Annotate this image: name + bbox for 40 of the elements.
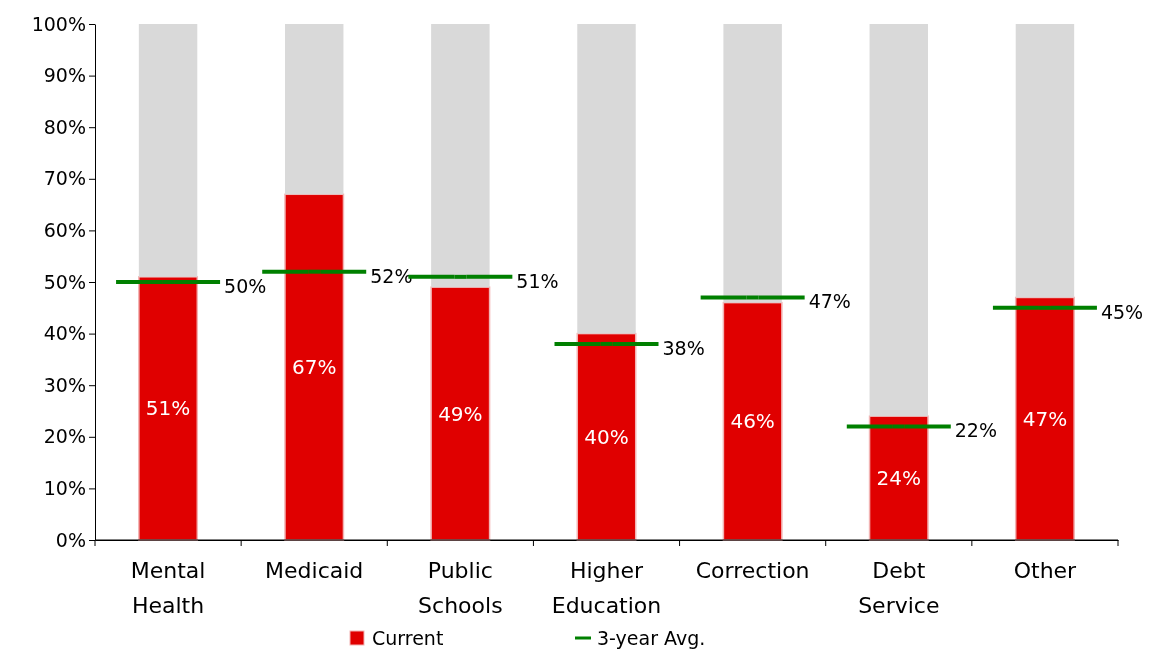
bar — [284, 24, 344, 195]
y-tick-label: 100% — [31, 12, 86, 35]
bar — [430, 286, 491, 541]
x-tick-label: Medicaid — [265, 558, 364, 583]
y-tick-label: 60% — [43, 218, 86, 241]
legend-label: 3-year Avg. — [597, 627, 706, 649]
y-tick-label: 90% — [43, 64, 86, 87]
y-tick-label: 30% — [43, 373, 86, 396]
data-label: 45% — [1100, 300, 1144, 323]
data-label: 51% — [145, 396, 191, 421]
x-tick-label: Debt Service — [858, 558, 940, 618]
y-tick-label: 0% — [55, 528, 86, 551]
bar — [1015, 24, 1075, 298]
y-tick-label: 80% — [43, 115, 86, 138]
x-tick-label: Correction — [695, 558, 810, 583]
data-label: 47% — [1022, 406, 1068, 431]
data-label: 22% — [954, 419, 998, 442]
x-tick-label: Mental Health — [130, 558, 206, 618]
data-label: 52% — [370, 264, 413, 287]
y-tick-label: 50% — [43, 270, 86, 293]
bar — [577, 24, 636, 334]
data-label: 50% — [224, 275, 267, 297]
data-label: 67% — [291, 355, 337, 380]
data-label: 51% — [516, 269, 559, 292]
data-label: 47% — [808, 290, 851, 313]
legend-label: Current — [372, 627, 444, 649]
y-tick-label: 10% — [43, 476, 86, 499]
y-tick-label: 70% — [43, 167, 86, 190]
x-tick-label: Other — [1013, 558, 1078, 583]
bar — [869, 24, 929, 417]
bar — [138, 24, 198, 277]
data-label: 40% — [584, 424, 629, 449]
data-label: 24% — [876, 466, 922, 491]
y-tick-label: 40% — [43, 322, 86, 345]
x-tick-label: Higher Education — [551, 558, 662, 618]
data-label: 46% — [730, 409, 775, 434]
y-tick-label: 20% — [43, 425, 86, 448]
data-label: 49% — [438, 401, 483, 426]
x-tick-label: Public Schools — [418, 558, 503, 618]
data-label: 38% — [662, 336, 705, 359]
